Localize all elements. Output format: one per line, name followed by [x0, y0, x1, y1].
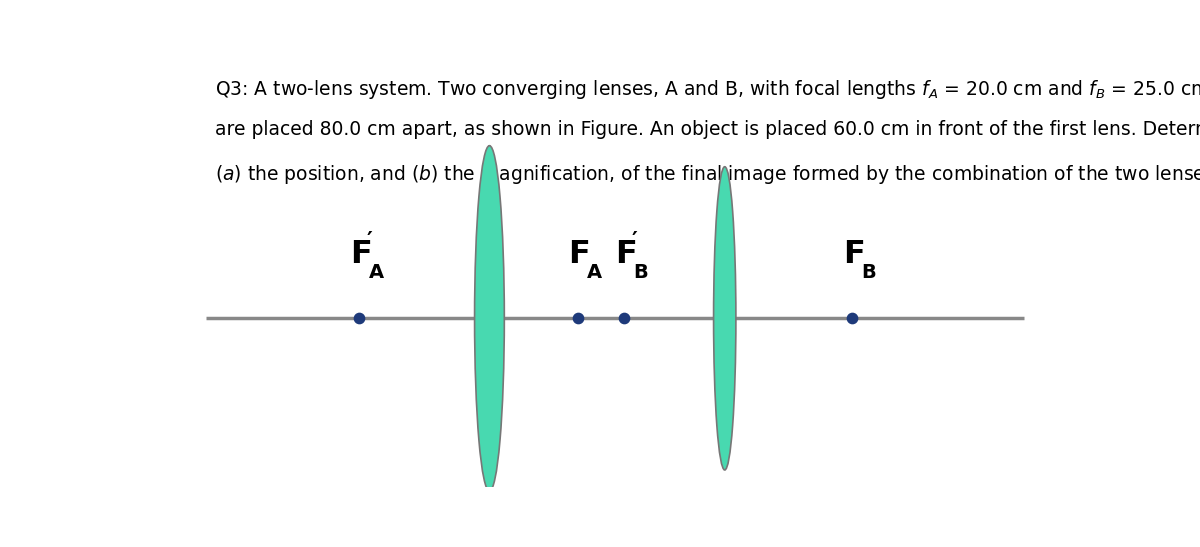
- Point: [349, 314, 368, 323]
- Text: are placed 80.0 cm apart, as shown in Figure. An object is placed 60.0 cm in fro: are placed 80.0 cm apart, as shown in Fi…: [215, 120, 1200, 139]
- Text: F: F: [569, 239, 590, 270]
- Text: F: F: [616, 239, 637, 270]
- Ellipse shape: [714, 167, 736, 470]
- Text: ′: ′: [631, 231, 637, 251]
- Point: [614, 314, 634, 323]
- Text: Q3: A two-lens system. Two converging lenses, A and B, with focal lengths $f_A$ : Q3: A two-lens system. Two converging le…: [215, 78, 1200, 101]
- Text: F: F: [842, 239, 865, 270]
- Text: ($a$) the position, and ($b$) the magnification, of the final image formed by th: ($a$) the position, and ($b$) the magnif…: [215, 162, 1200, 185]
- Text: ′: ′: [367, 231, 372, 251]
- Point: [569, 314, 588, 323]
- Text: B: B: [862, 263, 876, 282]
- Text: F: F: [350, 239, 372, 270]
- Point: [842, 314, 862, 323]
- Text: A: A: [368, 263, 384, 282]
- Text: B: B: [634, 263, 648, 282]
- Text: A: A: [587, 263, 602, 282]
- Ellipse shape: [474, 146, 504, 491]
